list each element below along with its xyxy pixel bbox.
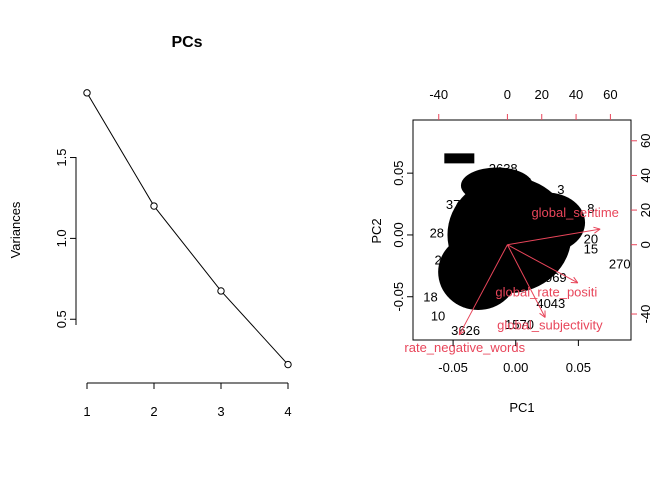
loading-arrow-head xyxy=(573,276,579,284)
observation-label: 3 xyxy=(557,182,564,197)
biplot-x-axis-label: PC1 xyxy=(509,400,534,415)
observation-label: 4043 xyxy=(536,296,565,311)
scree-point xyxy=(284,360,292,369)
scree-y-tick-label: 0.5 xyxy=(54,310,69,328)
observation-label: 37 xyxy=(446,197,460,212)
biplot-frame xyxy=(412,119,632,341)
biplot-right-tick-label: 20 xyxy=(638,203,653,217)
scree-x-tick-label: 3 xyxy=(217,404,224,419)
loading-arrow-head xyxy=(539,312,546,318)
biplot-x-tick-label: -0.05 xyxy=(438,360,468,375)
observation-label: 3626 xyxy=(451,323,480,338)
scree-x-tick-label: 2 xyxy=(150,404,157,419)
scree-y-axis-label: Variances xyxy=(8,201,23,258)
biplot-top-tick-label: 60 xyxy=(603,87,617,102)
loading-label: global_sentime xyxy=(531,205,618,220)
biplot-right-tick-label: -40 xyxy=(638,305,653,324)
observation-label: 28 xyxy=(430,225,444,240)
loading-arrow xyxy=(507,244,579,284)
overprinted-label-cluster xyxy=(444,153,475,164)
loading-arrow xyxy=(458,244,508,336)
scree-x-ticks: 1 2 3 4 xyxy=(83,383,292,419)
scree-y-tick-label: 1.5 xyxy=(54,148,69,166)
biplot-top-tick-label: 0 xyxy=(504,87,511,102)
scree-line xyxy=(86,92,289,365)
observation-label: 1570 xyxy=(505,317,534,332)
scree-series xyxy=(83,89,292,369)
observation-label: 2 xyxy=(434,253,441,268)
scree-y-ticks: 0.5 1.0 1.5 xyxy=(54,148,76,328)
observation-label: 2638 xyxy=(489,161,518,176)
observation-label: 969 xyxy=(545,270,567,285)
observation-label: 10 xyxy=(431,308,445,323)
biplot-top-ticks: -40 0 20 40 60 xyxy=(429,87,618,120)
scree-point xyxy=(217,287,225,295)
observation-label: 270 xyxy=(609,256,631,271)
loading-arrow xyxy=(507,228,601,246)
biplot-right-tick-label: 60 xyxy=(638,134,653,148)
biplot-y-tick-label: 0.05 xyxy=(391,160,406,185)
biplot-x-tick-label: 0.05 xyxy=(566,360,591,375)
observation-label: 4 xyxy=(525,175,532,190)
loading-arrow-head xyxy=(594,228,601,234)
scree-x-tick-label: 4 xyxy=(284,404,291,419)
loading-label: global_rate_positi xyxy=(495,285,597,300)
biplot-right-tick-label: 40 xyxy=(638,168,653,182)
biplot-x-tick-label: 0.00 xyxy=(503,360,528,375)
point-cloud-top xyxy=(460,167,533,204)
biplot-top-tick-label: 40 xyxy=(569,87,583,102)
loading-arrows: global_sentime global_rate_positi global_s… xyxy=(404,205,618,355)
scree-point xyxy=(150,202,158,210)
observation-label: 8 xyxy=(587,201,594,216)
point-cloud xyxy=(438,153,586,311)
loading-label: global_subjectivity xyxy=(497,318,603,333)
loading-arrow xyxy=(506,244,546,318)
biplot-y-tick-label: 0.00 xyxy=(391,222,406,247)
biplot-y-ticks: -0.05 0.00 0.05 xyxy=(391,160,413,312)
biplot-right-ticks: -40 0 20 40 60 xyxy=(631,134,653,324)
biplot-x-ticks: -0.05 0.00 0.05 xyxy=(438,340,591,375)
biplot-y-tick-label: -0.05 xyxy=(391,282,406,312)
loading-label: rate_negative_words xyxy=(404,340,525,355)
biplot-top-tick-label: -40 xyxy=(429,87,448,102)
observation-label: 18 xyxy=(423,290,437,305)
biplot-top-tick-label: 20 xyxy=(535,87,549,102)
point-cloud-lower xyxy=(438,234,519,311)
loading-arrow-head xyxy=(459,330,466,336)
scree-y-tick-label: 1.0 xyxy=(54,229,69,247)
loading-arrow-head xyxy=(593,226,601,230)
scree-x-tick-label: 1 xyxy=(83,404,90,419)
scree-plot: PCs Variances 0.5 1.0 1.5 1 2 3 4 xyxy=(8,34,292,419)
observation-label: 3 xyxy=(562,201,569,216)
point-cloud-right xyxy=(509,192,586,253)
scree-title: PCs xyxy=(171,34,202,51)
biplot-right-tick-label: 0 xyxy=(638,241,653,248)
observation-label: 15 xyxy=(584,242,598,257)
observation-label: 3 xyxy=(477,182,484,197)
biplot-y-axis-label: PC2 xyxy=(369,218,384,243)
scree-point xyxy=(83,89,91,97)
observation-label: 20 xyxy=(584,232,598,247)
